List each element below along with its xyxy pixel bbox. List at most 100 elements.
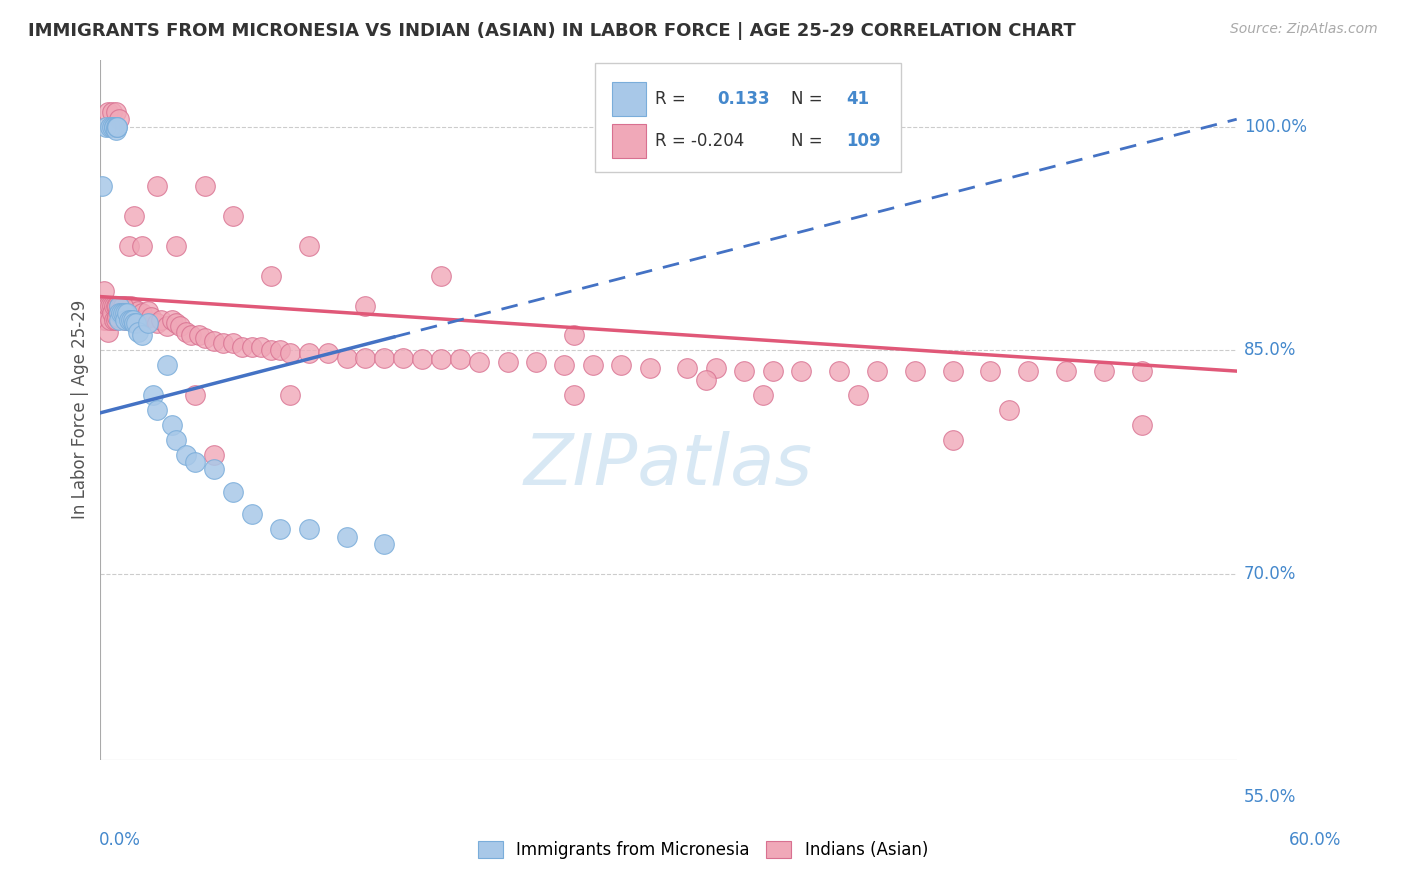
Point xyxy=(100,120,122,134)
Point xyxy=(131,328,153,343)
Point xyxy=(114,306,136,320)
Point xyxy=(562,388,585,402)
Point xyxy=(373,537,395,551)
Text: 100.0%: 100.0% xyxy=(1244,118,1306,136)
Point xyxy=(118,313,141,327)
Point xyxy=(104,104,127,119)
Point xyxy=(610,358,633,372)
Point xyxy=(468,355,491,369)
Point xyxy=(112,306,135,320)
Point xyxy=(110,299,132,313)
Point xyxy=(316,346,339,360)
Point xyxy=(430,268,453,283)
Point xyxy=(269,522,291,536)
Point xyxy=(112,299,135,313)
Point xyxy=(184,388,207,402)
Point xyxy=(582,358,605,372)
Point xyxy=(132,313,155,327)
Point xyxy=(335,530,357,544)
Point xyxy=(202,462,225,476)
Point xyxy=(524,355,547,369)
Point xyxy=(260,268,283,283)
Point xyxy=(298,346,321,360)
Point xyxy=(373,351,395,365)
Point xyxy=(149,313,172,327)
Point xyxy=(1092,364,1115,378)
Point xyxy=(118,313,141,327)
Point xyxy=(103,120,125,134)
Point xyxy=(141,310,163,325)
Point xyxy=(998,402,1021,417)
Point xyxy=(97,326,120,340)
Point xyxy=(193,179,215,194)
Point xyxy=(131,239,153,253)
Bar xyxy=(612,82,645,116)
Point xyxy=(240,507,263,521)
Text: ZIPatlas: ZIPatlas xyxy=(524,432,813,500)
Legend: Immigrants from Micronesia, Indians (Asian): Immigrants from Micronesia, Indians (Asi… xyxy=(471,834,935,866)
Point xyxy=(142,388,165,402)
Point xyxy=(120,313,142,327)
Point xyxy=(1054,364,1077,378)
Point xyxy=(125,313,148,327)
Point xyxy=(174,448,197,462)
Point xyxy=(112,299,135,313)
Text: 70.0%: 70.0% xyxy=(1244,565,1296,582)
Point xyxy=(108,112,131,127)
Point xyxy=(104,122,127,136)
Point xyxy=(231,340,253,354)
Point xyxy=(354,351,377,365)
Point xyxy=(1130,364,1153,378)
Point xyxy=(165,317,187,331)
Point xyxy=(174,326,197,340)
Point xyxy=(184,455,207,469)
Point xyxy=(180,328,202,343)
Point xyxy=(449,352,471,367)
Bar xyxy=(612,124,645,158)
Point xyxy=(115,306,138,320)
Point xyxy=(105,120,128,134)
Point xyxy=(752,388,775,402)
Point xyxy=(278,388,301,402)
Point xyxy=(298,522,321,536)
Point xyxy=(762,364,785,378)
Text: 0.133: 0.133 xyxy=(717,90,770,108)
Point xyxy=(704,361,727,376)
Point xyxy=(108,299,131,313)
Point xyxy=(260,343,283,358)
Point xyxy=(212,335,235,350)
Point xyxy=(97,104,120,119)
Point xyxy=(104,313,127,327)
Point xyxy=(240,340,263,354)
Point xyxy=(108,306,131,320)
Point xyxy=(162,417,184,432)
Point xyxy=(129,313,152,327)
Point xyxy=(125,317,148,331)
Point xyxy=(105,310,128,325)
Point xyxy=(127,326,149,340)
Text: 41: 41 xyxy=(846,90,869,108)
Point xyxy=(100,299,122,313)
Point xyxy=(121,313,143,327)
Point xyxy=(411,352,433,367)
Point xyxy=(202,448,225,462)
Point xyxy=(108,306,131,320)
Text: 60.0%: 60.0% xyxy=(1288,831,1341,849)
Point xyxy=(193,331,215,345)
Point xyxy=(114,313,136,327)
Point xyxy=(430,352,453,367)
Point xyxy=(100,104,122,119)
Point xyxy=(104,120,127,134)
Point xyxy=(733,364,755,378)
Point xyxy=(131,306,153,320)
Point xyxy=(94,299,117,313)
Point xyxy=(124,317,146,331)
Point xyxy=(104,299,127,313)
Point xyxy=(904,364,927,378)
Point xyxy=(105,299,128,313)
Point xyxy=(165,239,187,253)
Point xyxy=(278,346,301,360)
Point xyxy=(187,328,209,343)
Point xyxy=(354,299,377,313)
Point xyxy=(98,120,121,134)
